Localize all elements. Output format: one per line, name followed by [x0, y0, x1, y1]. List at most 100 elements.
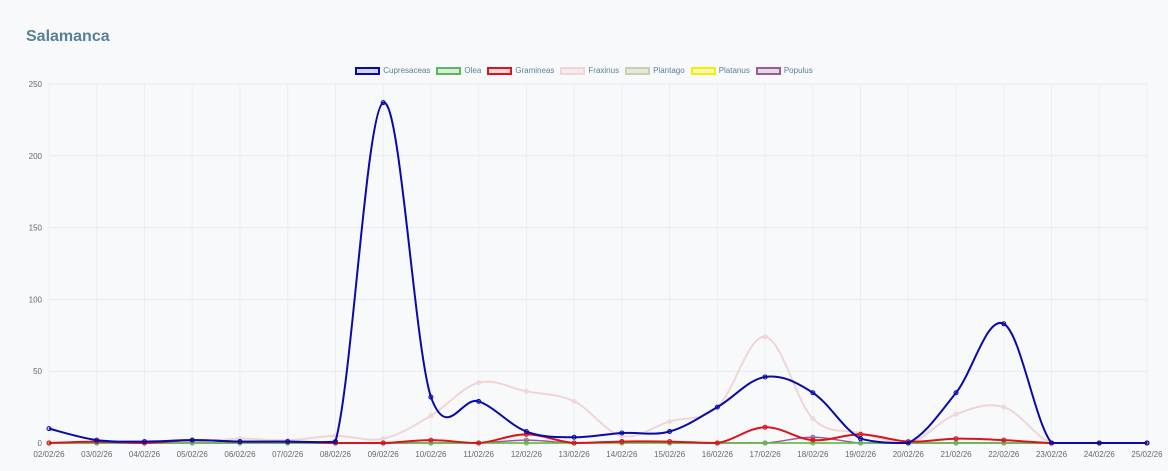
legend-swatch: [487, 66, 513, 75]
x-tick-label: 12/02/26: [511, 450, 543, 459]
data-point[interactable]: [285, 439, 291, 445]
legend-swatch: [755, 66, 781, 75]
legend-item-cupresaceas[interactable]: Cupresaceas: [355, 66, 430, 75]
data-point[interactable]: [667, 429, 673, 435]
data-point[interactable]: [762, 440, 768, 446]
legend-item-fraxinus[interactable]: Fraxinus: [560, 66, 619, 75]
legend-label: Fraxinus: [588, 66, 620, 75]
data-point[interactable]: [476, 440, 482, 446]
data-point[interactable]: [905, 440, 911, 446]
data-point[interactable]: [810, 416, 816, 422]
series-line: [48, 101, 1147, 444]
legend-label: Cupresaceas: [383, 66, 431, 75]
x-tick-label: 23/02/26: [1036, 450, 1068, 459]
series-line: [49, 335, 1147, 444]
x-tick-label: 20/02/26: [893, 450, 925, 459]
legend-swatch: [436, 66, 462, 75]
y-tick-label: 250: [29, 80, 43, 89]
data-point[interactable]: [428, 413, 434, 419]
x-tick-label: 08/02/26: [320, 450, 352, 459]
data-point[interactable]: [953, 436, 959, 442]
x-tick-label: 11/02/26: [463, 450, 494, 459]
x-tick-label: 21/02/26: [940, 450, 972, 459]
data-point[interactable]: [476, 398, 482, 404]
x-tick-label: 05/02/26: [177, 450, 209, 459]
data-point[interactable]: [762, 424, 768, 430]
data-point[interactable]: [141, 439, 147, 445]
data-point[interactable]: [332, 439, 338, 445]
legend-swatch: [560, 66, 586, 75]
x-tick-label: 19/02/26: [845, 450, 877, 459]
x-tick-label: 06/02/26: [224, 450, 256, 459]
data-point[interactable]: [380, 440, 386, 446]
data-point[interactable]: [46, 426, 52, 432]
data-point[interactable]: [428, 437, 434, 443]
x-tick-label: 13/02/26: [559, 450, 591, 459]
x-tick-label: 03/02/26: [81, 450, 113, 459]
data-point[interactable]: [858, 431, 864, 437]
x-tick-label: 14/02/26: [606, 450, 638, 459]
data-point[interactable]: [1001, 404, 1007, 410]
legend-swatch: [355, 66, 381, 75]
data-point[interactable]: [810, 437, 816, 443]
data-point[interactable]: [953, 390, 959, 396]
data-point[interactable]: [571, 398, 577, 404]
series-fraxinus: [46, 334, 1150, 446]
data-point[interactable]: [858, 440, 864, 446]
data-point[interactable]: [667, 418, 673, 424]
x-tick-label: 24/02/26: [1084, 450, 1116, 459]
legend-item-olea[interactable]: Olea: [436, 66, 481, 75]
data-point[interactable]: [953, 411, 959, 417]
data-point[interactable]: [94, 437, 100, 443]
data-point[interactable]: [523, 440, 529, 446]
chart-title: Salamanca: [26, 28, 110, 45]
x-tick-label: 07/02/26: [272, 450, 304, 459]
x-tick-label: 09/02/26: [368, 450, 400, 459]
data-point[interactable]: [380, 100, 386, 106]
legend-label: Gramineas: [515, 66, 555, 75]
data-point[interactable]: [714, 404, 720, 410]
data-point[interactable]: [1144, 440, 1150, 446]
y-tick-label: 100: [29, 295, 43, 304]
legend-item-plantago[interactable]: Plantago: [625, 66, 685, 75]
legend-label: Populus: [783, 66, 813, 75]
legend-label: Platanus: [718, 66, 750, 75]
legend-item-gramineas[interactable]: Gramineas: [487, 66, 554, 75]
data-point[interactable]: [762, 374, 768, 380]
data-point[interactable]: [619, 430, 625, 436]
series-cupresaceas: [46, 100, 1150, 446]
data-point[interactable]: [523, 429, 529, 435]
data-point[interactable]: [476, 380, 482, 386]
data-point[interactable]: [858, 436, 864, 442]
data-point[interactable]: [1096, 440, 1102, 446]
data-point[interactable]: [1001, 437, 1007, 443]
data-point[interactable]: [667, 439, 673, 445]
data-point[interactable]: [619, 439, 625, 445]
data-point[interactable]: [237, 439, 243, 445]
data-point[interactable]: [380, 436, 386, 442]
data-point[interactable]: [714, 440, 720, 446]
data-point[interactable]: [571, 434, 577, 440]
data-point[interactable]: [189, 437, 195, 443]
x-tick-label: 15/02/26: [654, 450, 686, 459]
data-point[interactable]: [762, 334, 768, 340]
x-tick-label: 16/02/26: [702, 450, 734, 459]
x-tick-label: 25/02/26: [1131, 450, 1163, 459]
data-point[interactable]: [1001, 321, 1007, 327]
y-tick-label: 50: [33, 367, 42, 376]
data-point[interactable]: [523, 388, 529, 394]
legend-swatch: [625, 66, 651, 75]
y-tick-label: 200: [29, 152, 43, 161]
x-tick-label: 10/02/26: [415, 450, 447, 459]
data-point[interactable]: [953, 440, 959, 446]
data-point[interactable]: [1049, 440, 1055, 446]
y-tick-label: 150: [29, 224, 43, 233]
legend-item-platanus[interactable]: Platanus: [690, 66, 750, 75]
data-point[interactable]: [810, 390, 816, 396]
data-point[interactable]: [46, 440, 52, 446]
data-point[interactable]: [428, 394, 434, 400]
legend-item-populus[interactable]: Populus: [755, 66, 813, 75]
data-point[interactable]: [571, 440, 577, 446]
x-tick-label: 02/02/26: [33, 450, 65, 459]
